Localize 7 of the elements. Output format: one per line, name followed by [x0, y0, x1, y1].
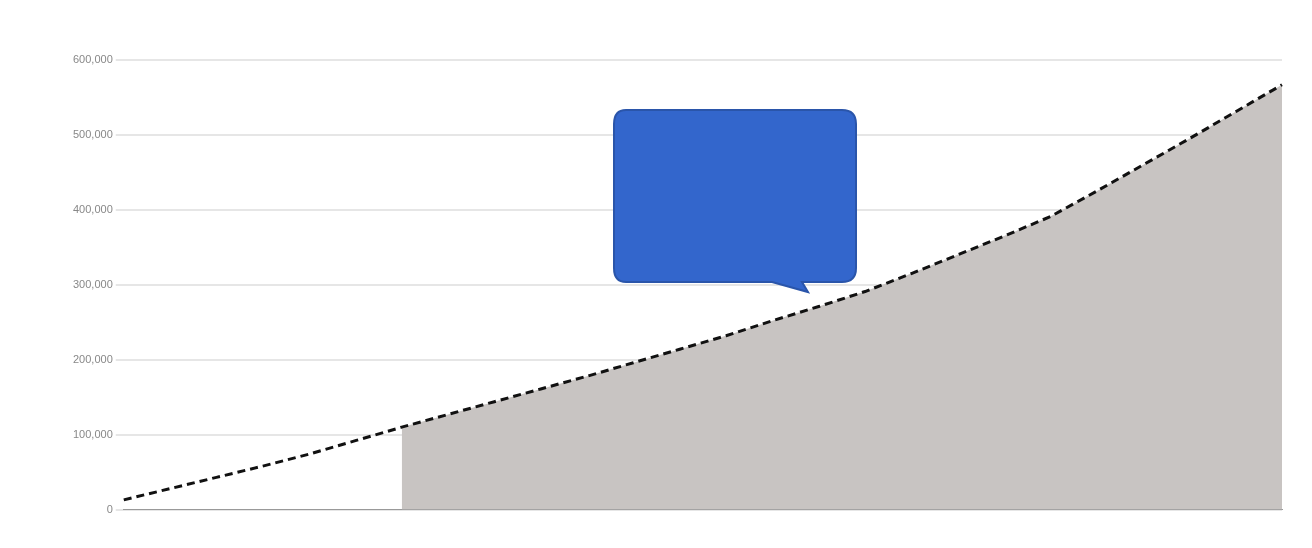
y-tick-label: 300,000: [73, 277, 113, 290]
y-tick-label: 200,000: [73, 352, 113, 365]
y-tick-label: 0: [106, 502, 113, 515]
y-tick-label: 100,000: [73, 427, 113, 440]
y-tick-label: 600,000: [73, 53, 113, 66]
y-tick-label: 400,000: [73, 202, 113, 215]
y-tick-label: 500,000: [73, 127, 113, 140]
